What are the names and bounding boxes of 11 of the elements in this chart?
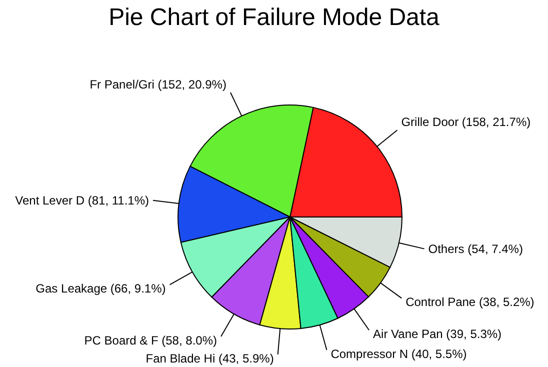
slice-label: Fr Panel/Gri (152, 20.9%) bbox=[90, 78, 226, 92]
slice-label: Fan Blade Hi (43, 5.9%) bbox=[146, 351, 274, 366]
slice-label: Gas Leakage (66, 9.1%) bbox=[36, 282, 166, 296]
chart-title: Pie Chart of Failure Mode Data bbox=[108, 4, 440, 32]
slice-label: Control Pane (38, 5.2%) bbox=[406, 295, 534, 310]
slice-label: Vent Lever D (81, 11.1%) bbox=[15, 193, 150, 208]
slice-label: PC Board & F (58, 8.0%) bbox=[84, 334, 217, 348]
slice-label: Compressor N (40, 5.5%) bbox=[330, 347, 467, 362]
slice-label: Grille Door (158, 21.7%) bbox=[401, 115, 531, 130]
slice-label: Others (54, 7.4%) bbox=[428, 242, 523, 256]
slice-label: Air Vane Pan (39, 5.3%) bbox=[373, 327, 502, 342]
